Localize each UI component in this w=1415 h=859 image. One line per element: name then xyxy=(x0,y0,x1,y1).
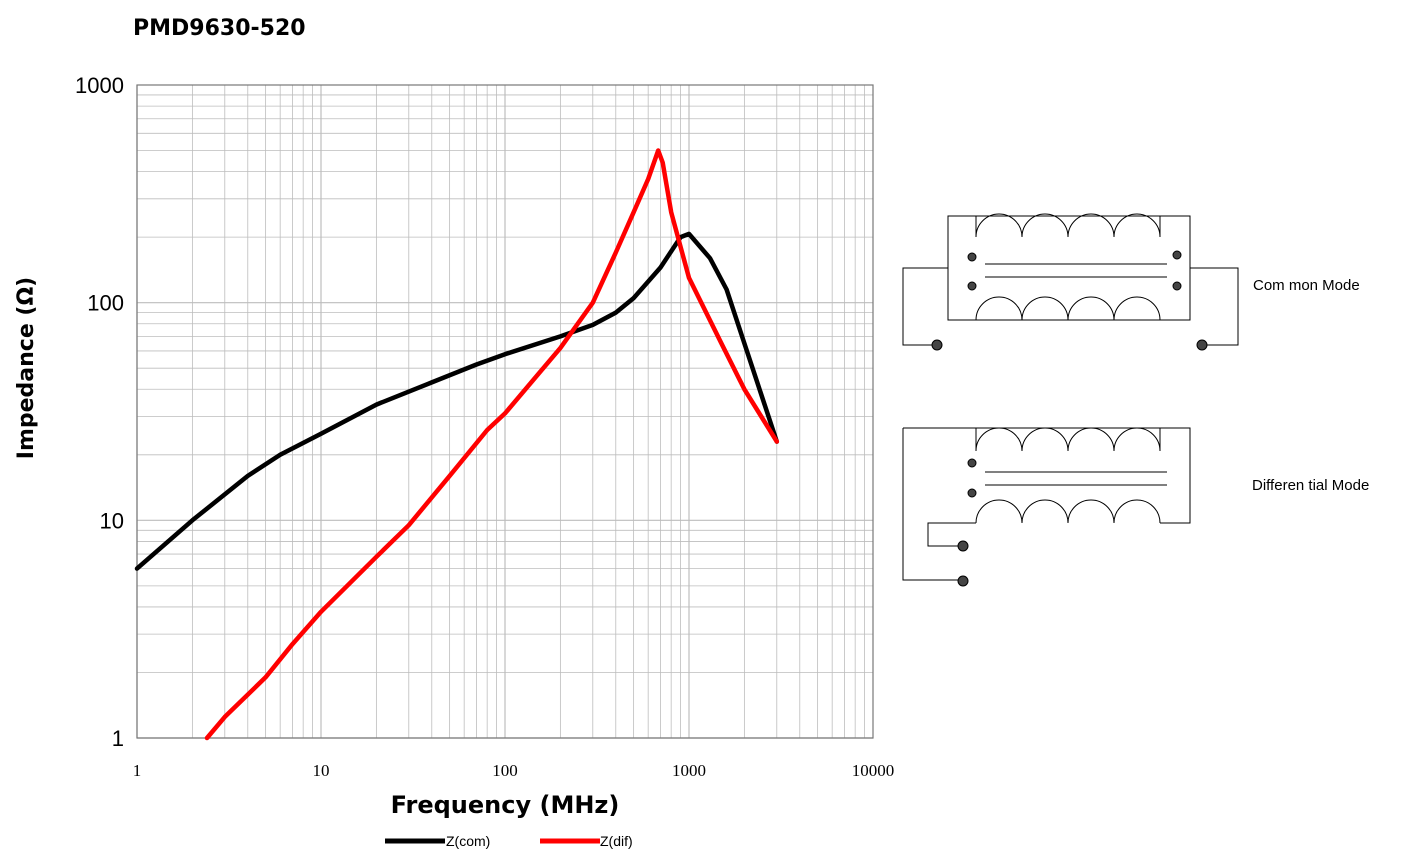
differential-mode-label: Differen tial Mode xyxy=(1252,477,1369,494)
dm-dot xyxy=(967,488,977,498)
cm-dot xyxy=(1172,281,1182,291)
common-mode-label: Com mon Mode xyxy=(1253,277,1360,294)
differential-mode-diagram xyxy=(902,427,1191,581)
cm-terminal xyxy=(1196,339,1208,351)
dm-terminal xyxy=(957,575,969,587)
y-axis-label: Impedance (Ω) xyxy=(14,277,39,459)
x-axis-label: Frequency (MHz) xyxy=(391,791,620,819)
series-line-zcom xyxy=(134,231,780,571)
legend: Z(com) Z(dif) xyxy=(385,833,633,849)
chart-title: PMD9630-520 xyxy=(133,16,306,41)
dm-outer-frame xyxy=(902,427,1191,581)
cm-dot xyxy=(967,281,977,291)
tick-labels: 1 10 100 1000 10000 1 10 100 1000 xyxy=(75,73,894,780)
dm-top-winding xyxy=(975,427,1161,452)
dm-bottom-winding xyxy=(975,499,1161,524)
x-tick-label: 1000 xyxy=(672,761,706,780)
x-tick-label: 1 xyxy=(133,761,142,780)
cm-bottom-winding xyxy=(975,296,1161,321)
legend-label-zdif: Z(dif) xyxy=(600,833,633,849)
cm-left-lead xyxy=(902,267,948,346)
common-mode-dots xyxy=(931,250,1208,351)
dm-terminal xyxy=(957,540,969,552)
cm-dot xyxy=(1172,250,1182,260)
differential-mode-dots xyxy=(957,458,977,587)
x-tick-label: 100 xyxy=(492,761,518,780)
y-tick-label: 1000 xyxy=(75,73,124,98)
cm-right-lead xyxy=(1190,267,1239,346)
y-tick-label: 100 xyxy=(87,291,124,316)
cm-dot xyxy=(967,252,977,262)
cm-terminal xyxy=(931,339,943,351)
y-tick-label: 1 xyxy=(112,726,124,751)
x-tick-label: 10 xyxy=(313,761,330,780)
common-mode-diagram xyxy=(902,213,1239,346)
series-line-zdif xyxy=(204,148,780,741)
x-tick-label: 10000 xyxy=(852,761,895,780)
grid xyxy=(136,85,873,739)
series-lines xyxy=(134,148,780,741)
legend-label-zcom: Z(com) xyxy=(446,833,490,849)
y-tick-label: 10 xyxy=(100,508,124,533)
plot-area-border xyxy=(136,84,874,739)
dm-dot xyxy=(967,458,977,468)
cm-top-winding xyxy=(975,213,1161,238)
